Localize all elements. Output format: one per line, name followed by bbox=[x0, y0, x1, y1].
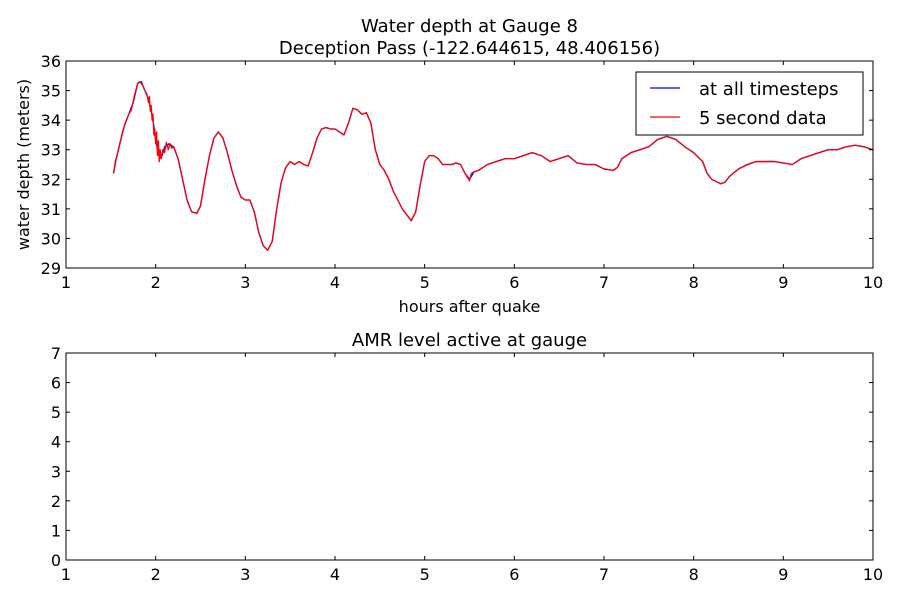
depth-y-axis-label: water depth (meters) bbox=[14, 79, 33, 250]
amr-chart: AMR level active at gauge 1 2 3 4 5 6 7 8 9 10012… bbox=[51, 330, 883, 584]
amr-x-tick-label: 5 bbox=[420, 565, 430, 584]
depth-y-tick-label: 35 bbox=[41, 82, 61, 101]
depth-y-tick-label: 33 bbox=[41, 141, 61, 160]
depth-x-tick-label: 8 bbox=[689, 273, 699, 292]
amr-y-tick-label: 5 bbox=[51, 403, 61, 422]
amr-y-tick-label: 0 bbox=[51, 551, 61, 570]
depth-y-tick-label: 36 bbox=[41, 52, 61, 71]
legend-label-at-all-timesteps: at all timesteps bbox=[699, 79, 839, 100]
depth-y-tick-label: 30 bbox=[41, 229, 61, 248]
depth-x-tick-label: 9 bbox=[778, 273, 788, 292]
amr-x-tick-label: 8 bbox=[689, 565, 699, 584]
amr-x-tick-label: 9 bbox=[778, 565, 788, 584]
amr-y-tick-label: 6 bbox=[51, 374, 61, 393]
depth-y-tick-label: 34 bbox=[41, 111, 61, 130]
depth-chart-title: Water depth at Gauge 8 bbox=[361, 16, 578, 37]
amr-x-tick-label: 7 bbox=[599, 565, 609, 584]
depth-x-tick-label: 2 bbox=[151, 273, 161, 292]
amr-x-tick-label: 2 bbox=[151, 565, 161, 584]
depth-y-tick-label: 29 bbox=[41, 259, 61, 278]
amr-x-tick-label: 3 bbox=[240, 565, 250, 584]
amr-plot-frame bbox=[65, 352, 874, 561]
depth-y-tick-label: 31 bbox=[41, 200, 61, 219]
depth-legend: at all timesteps 5 second data bbox=[635, 71, 864, 136]
amr-chart-title: AMR level active at gauge bbox=[352, 330, 587, 351]
depth-chart-subtitle: Deception Pass (-122.644615, 48.406156) bbox=[279, 38, 660, 59]
depth-x-axis-label: hours after quake bbox=[399, 297, 541, 316]
amr-y-tick-label: 7 bbox=[51, 344, 61, 363]
amr-y-tick-label: 1 bbox=[51, 521, 61, 540]
amr-x-tick-label: 1 bbox=[61, 565, 71, 584]
legend-label-5-second-data: 5 second data bbox=[699, 108, 827, 129]
amr-x-tick-label: 4 bbox=[330, 565, 340, 584]
depth-x-tick-label: 6 bbox=[509, 273, 519, 292]
depth-chart: Water depth at Gauge 8 Deception Pass (-… bbox=[14, 16, 883, 316]
depth-plot-frame bbox=[65, 60, 874, 269]
depth-x-tick-label: 7 bbox=[599, 273, 609, 292]
amr-x-tick-label: 6 bbox=[509, 565, 519, 584]
depth-x-tick-label: 4 bbox=[330, 273, 340, 292]
depth-x-tick-label: 10 bbox=[863, 273, 883, 292]
amr-y-tick-label: 2 bbox=[51, 492, 61, 511]
legend-box bbox=[635, 71, 864, 136]
series-line-5-second-data bbox=[112, 81, 874, 251]
depth-x-tick-label: 5 bbox=[420, 273, 430, 292]
depth-x-tick-label: 3 bbox=[240, 273, 250, 292]
depth-x-tick-label: 1 bbox=[61, 273, 71, 292]
amr-x-tick-label: 10 bbox=[863, 565, 883, 584]
depth-series-group bbox=[112, 81, 874, 251]
depth-y-tick-label: 32 bbox=[41, 170, 61, 189]
amr-y-tick-label: 3 bbox=[51, 462, 61, 481]
amr-y-tick-label: 4 bbox=[51, 433, 61, 452]
